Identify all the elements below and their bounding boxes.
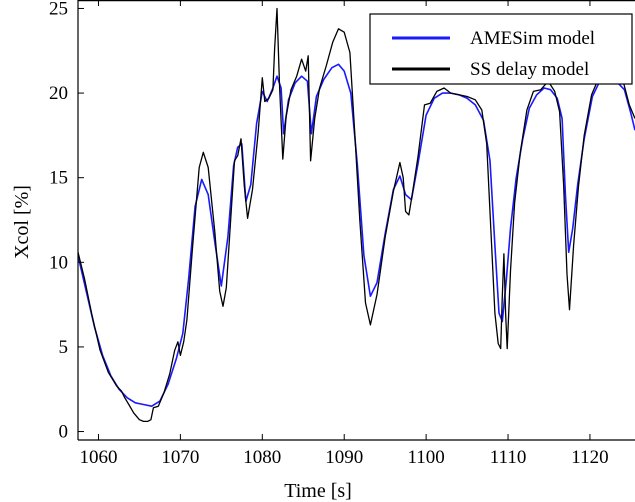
series-line-ss-delay-model [78,7,635,423]
x-tick-label: 1060 [79,447,117,468]
y-tick-label: 10 [49,252,68,273]
y-tick-label: 20 [49,83,68,104]
y-tick-label: 25 [49,0,68,19]
y-tick-label: 15 [49,168,68,189]
x-tick-label: 1100 [407,447,444,468]
axes-layer: 1060 1070 1080 1090 1100 1110 1120 0 5 10 15 20 25 [49,0,635,468]
legend-label-ss-delay-model: SS delay model [470,59,589,80]
y-axis-title: Xcol [%] [11,185,33,259]
legend-label-amesim-model: AMESim model [470,28,595,49]
x-tick-label: 1120 [571,447,608,468]
x-tick-label: 1080 [243,447,281,468]
series-layer [78,7,635,423]
x-tick-label: 1090 [325,447,363,468]
legend: AMESim model SS delay model [369,13,633,85]
legend-box [369,13,633,85]
x-axis-title: Time [s] [284,480,352,502]
y-tick-label: 0 [59,422,69,443]
x-tick-label: 1070 [161,447,199,468]
y-tick-label: 5 [59,337,69,358]
x-tick-label: 1110 [490,447,527,468]
